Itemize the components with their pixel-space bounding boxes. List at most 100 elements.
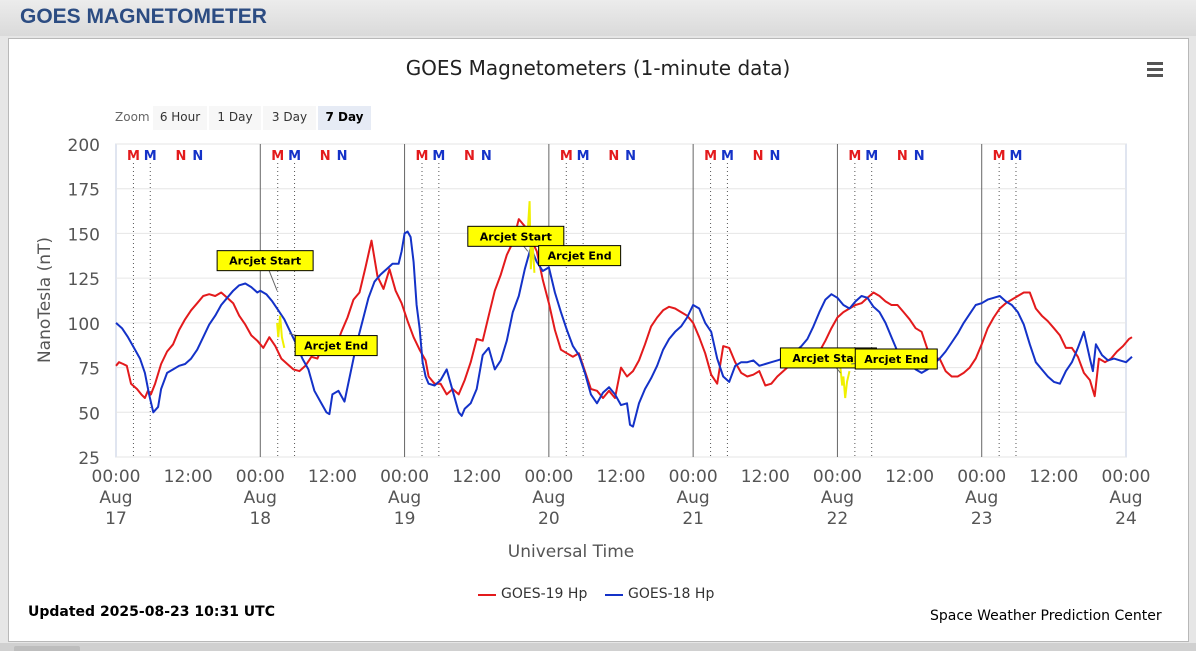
event-marker-m: M [288, 149, 301, 164]
event-marker-n: N [914, 149, 925, 164]
annotation-box [467, 225, 565, 247]
page-title: GOES MAGNETOMETER [20, 5, 267, 28]
series-line-arcjet [276, 315, 286, 349]
zoom-7-day-button[interactable]: 7 Day [318, 106, 371, 130]
x-tick-label: 12:00 [597, 467, 646, 487]
x-tick-label: 00:00 [813, 467, 862, 487]
x-tick-label: 20 [538, 509, 560, 529]
event-marker-n: N [175, 149, 186, 164]
event-marker-n: N [608, 149, 619, 164]
annotation-label: Arcjet End [864, 353, 928, 366]
legend-label: GOES-18 Hp [628, 586, 715, 602]
y-tick-label: 100 [68, 315, 100, 335]
annotation-box [294, 335, 378, 357]
x-tick-label: 24 [1115, 509, 1137, 529]
x-tick-label: 12:00 [308, 467, 357, 487]
x-tick-label: Aug [244, 488, 277, 508]
x-tick-label: 22 [827, 509, 849, 529]
x-tick-label: Aug [388, 488, 421, 508]
x-tick-label: Aug [677, 488, 710, 508]
y-tick-label: 150 [68, 225, 100, 245]
zoom-3-day-button[interactable]: 3 Day [263, 106, 316, 130]
y-tick-label: 75 [78, 360, 100, 380]
x-tick-label: 00:00 [236, 467, 285, 487]
y-tick-label: 200 [68, 136, 100, 156]
x-tick-label: 18 [249, 509, 271, 529]
x-tick-label: 00:00 [380, 467, 429, 487]
event-marker-m: M [1010, 149, 1023, 164]
page-header: GOES MAGNETOMETER [0, 0, 1196, 36]
x-tick-label: Aug [965, 488, 998, 508]
annotation-label: Arcjet End [304, 340, 368, 353]
series-line-arcjet [526, 201, 536, 273]
y-tick-label: 25 [78, 449, 100, 469]
bottom-scrollbar[interactable] [0, 643, 1196, 651]
x-tick-label: 19 [394, 509, 416, 529]
event-marker-m: M [271, 149, 284, 164]
annotation-box [854, 348, 938, 370]
series-line-goes-18 [115, 230, 1133, 428]
event-marker-m: M [704, 149, 717, 164]
updated-timestamp: Updated 2025-08-23 10:31 UTC [28, 604, 275, 620]
event-marker-n: N [753, 149, 764, 164]
legend-swatch-red [478, 594, 496, 596]
x-tick-label: 00:00 [1102, 467, 1151, 487]
menu-bar-icon [1147, 62, 1163, 65]
x-tick-label: 21 [682, 509, 704, 529]
event-marker-n: N [897, 149, 908, 164]
x-tick-label: 12:00 [885, 467, 934, 487]
x-tick-label: 12:00 [452, 467, 501, 487]
chart-panel [8, 38, 1189, 642]
event-marker-m: M [993, 149, 1006, 164]
x-tick-label: Aug [99, 488, 132, 508]
event-marker-m: M [577, 149, 590, 164]
plot-area [115, 143, 1127, 458]
event-marker-m: M [848, 149, 861, 164]
annotation-label: Arcjet Start [792, 352, 864, 365]
x-tick-label: 12:00 [1029, 467, 1078, 487]
event-marker-n: N [320, 149, 331, 164]
menu-bar-icon [1147, 68, 1163, 71]
zoom-1-day-button[interactable]: 1 Day [209, 106, 261, 130]
y-tick-label: 175 [68, 181, 100, 201]
annotation-label: Arcjet Start [480, 230, 552, 243]
event-marker-n: N [769, 149, 780, 164]
y-tick-label: 125 [68, 270, 100, 290]
bottom-scroll-thumb[interactable] [14, 646, 80, 651]
x-tick-label: 00:00 [524, 467, 573, 487]
event-marker-n: N [337, 149, 348, 164]
legend-swatch-blue [605, 594, 623, 596]
x-tick-label: 00:00 [957, 467, 1006, 487]
chart-title: GOES Magnetometers (1-minute data) [405, 56, 791, 80]
x-tick-label: Aug [532, 488, 565, 508]
event-marker-m: M [865, 149, 878, 164]
annotation-label: Arcjet End [548, 250, 612, 263]
event-marker-m: M [127, 149, 140, 164]
series-line-goes-19 [115, 218, 1133, 399]
menu-bar-icon [1147, 74, 1163, 77]
zoom-6-hour-button[interactable]: 6 Hour [153, 106, 207, 130]
credit-text: Space Weather Prediction Center [930, 608, 1162, 624]
event-marker-n: N [192, 149, 203, 164]
x-tick-label: 12:00 [164, 467, 213, 487]
x-tick-label: 17 [105, 509, 127, 529]
x-tick-label: 00:00 [92, 467, 141, 487]
y-tick-label: 50 [78, 404, 100, 424]
x-tick-label: Aug [1109, 488, 1142, 508]
event-marker-m: M [416, 149, 429, 164]
annotation-box [538, 245, 622, 267]
x-axis-title: Universal Time [508, 542, 634, 562]
event-marker-m: M [432, 149, 445, 164]
legend-label: GOES-19 Hp [501, 586, 588, 602]
annotation-label: Arcjet Start [229, 255, 301, 268]
event-marker-n: N [464, 149, 475, 164]
x-tick-label: 12:00 [741, 467, 790, 487]
annotation-box [216, 250, 314, 272]
zoom-label: Zoom [115, 110, 150, 124]
event-marker-n: N [481, 149, 492, 164]
event-marker-m: M [144, 149, 157, 164]
y-axis-title: NanoTesla (nT) [35, 237, 55, 363]
x-tick-label: 23 [971, 509, 993, 529]
chart-menu-button[interactable] [1144, 60, 1166, 80]
